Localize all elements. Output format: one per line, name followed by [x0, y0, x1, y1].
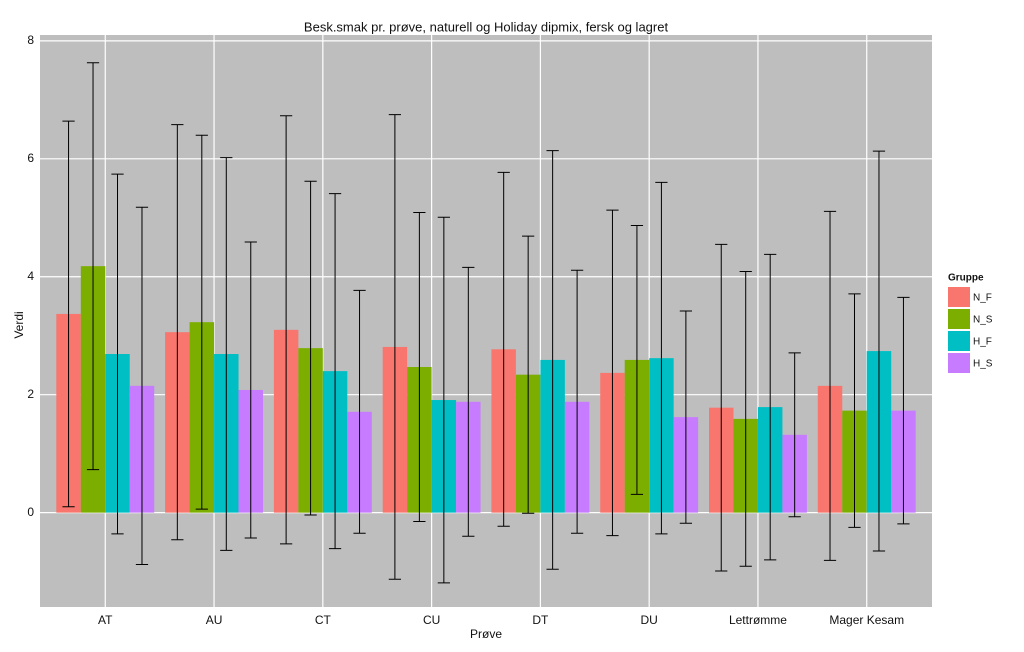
- error-bar: [111, 173, 124, 535]
- error-bar: [135, 206, 149, 566]
- x-tick-label: AU: [206, 613, 223, 627]
- error-bar: [413, 211, 426, 522]
- error-bar: [328, 193, 342, 550]
- error-bar: [244, 241, 257, 539]
- legend-label: N_F: [973, 293, 992, 304]
- error-bar: [630, 224, 644, 495]
- error-bar: [195, 134, 208, 510]
- error-bar: [570, 269, 584, 534]
- x-tick-label: DT: [532, 613, 549, 627]
- error-bar: [823, 210, 837, 561]
- error-bar: [897, 296, 910, 525]
- error-bar: [220, 157, 233, 551]
- error-bar: [497, 171, 510, 527]
- error-bar: [62, 120, 75, 508]
- y-tick-label: 0: [27, 505, 34, 519]
- error-bar: [388, 114, 402, 580]
- error-bar: [872, 150, 886, 552]
- legend-title: Gruppe: [948, 273, 984, 284]
- error-bar: [715, 243, 728, 572]
- y-tick-label: 6: [27, 151, 34, 165]
- error-bar: [788, 352, 801, 518]
- error-bar: [606, 209, 619, 537]
- error-bar: [279, 115, 293, 545]
- x-axis-title: Prøve: [470, 627, 502, 641]
- x-tick-label: AT: [98, 613, 113, 627]
- error-bar: [739, 270, 752, 567]
- plot-panel: [40, 35, 932, 607]
- error-bar: [462, 266, 475, 537]
- legend-key: [948, 353, 970, 373]
- error-bar: [764, 253, 777, 561]
- legend-label: H_S: [973, 359, 993, 370]
- legend-key: [948, 287, 970, 307]
- y-axis-title: Verdi: [12, 311, 26, 338]
- x-tick-label: DU: [640, 613, 657, 627]
- y-tick-label: 4: [27, 269, 34, 283]
- error-bar: [171, 124, 184, 541]
- error-bar: [679, 310, 693, 524]
- error-bar: [86, 62, 100, 471]
- x-tick-label: CT: [315, 613, 332, 627]
- legend-label: H_F: [973, 337, 992, 348]
- legend-key: [948, 331, 970, 351]
- error-bar: [655, 181, 668, 535]
- error-bar: [546, 150, 559, 570]
- legend-label: N_S: [973, 315, 993, 326]
- x-tick-label: Lettrømme: [729, 613, 787, 627]
- legend-key: [948, 309, 970, 329]
- error-bar: [522, 235, 535, 514]
- error-bar: [437, 216, 450, 584]
- x-tick-label: CU: [423, 613, 440, 627]
- error-bar: [848, 293, 861, 528]
- error-bar: [304, 180, 317, 516]
- chart-title: Besk.smak pr. prøve, naturell og Holiday…: [304, 19, 669, 34]
- y-tick-label: 8: [27, 33, 34, 47]
- y-tick-label: 2: [27, 387, 34, 401]
- error-bar: [353, 289, 366, 534]
- x-tick-label: Mager Kesam: [829, 613, 904, 627]
